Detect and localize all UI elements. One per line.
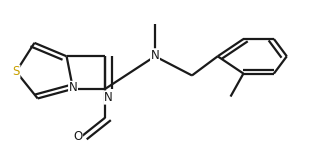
Text: S: S xyxy=(12,65,20,78)
Text: N: N xyxy=(151,49,159,62)
Text: N: N xyxy=(69,81,78,94)
Text: N: N xyxy=(104,91,113,104)
Text: O: O xyxy=(73,130,82,143)
